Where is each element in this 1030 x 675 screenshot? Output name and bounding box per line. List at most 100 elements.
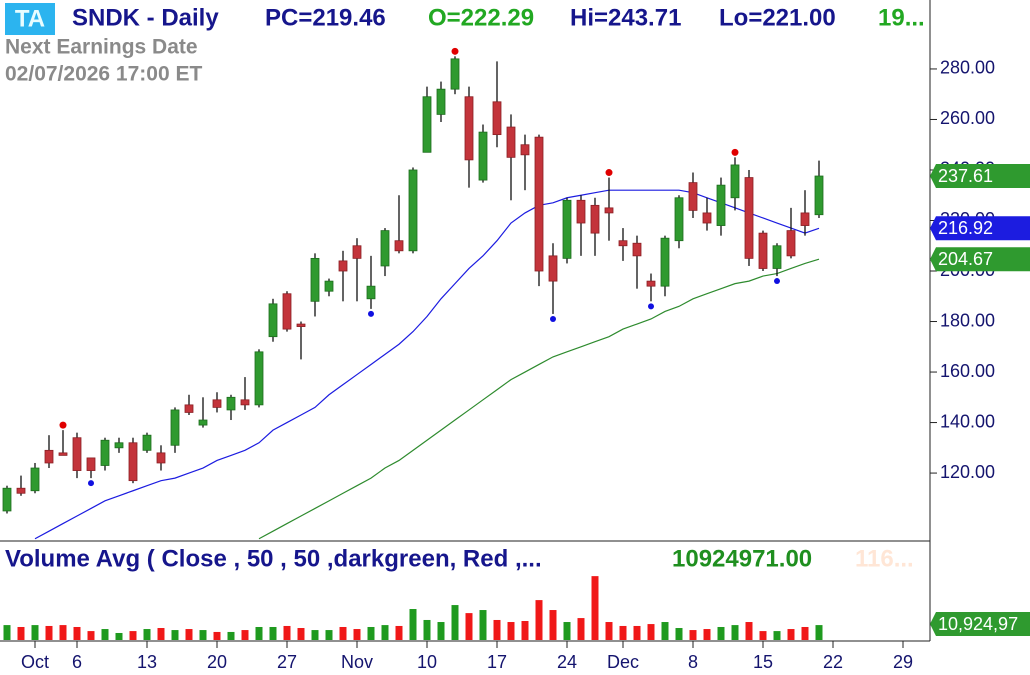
candle-body	[296, 323, 306, 327]
x-tick-label: 13	[137, 652, 157, 672]
candle-body	[226, 396, 236, 411]
candle-body	[16, 487, 26, 494]
y-tick-label: 280.00	[940, 58, 995, 78]
pivot-high	[605, 169, 613, 177]
candle-body	[618, 240, 628, 247]
volume-bar	[437, 622, 445, 640]
volume-bar	[661, 622, 669, 640]
volume-bar	[297, 628, 305, 640]
candle-body	[170, 409, 180, 446]
y-tick-label: 260.00	[940, 108, 995, 128]
y-tick-label: 180.00	[940, 310, 995, 330]
candle-body	[198, 419, 208, 426]
volume-bar	[3, 625, 11, 640]
volume-bar	[409, 609, 417, 640]
candle-body	[492, 101, 502, 136]
volume-bar	[227, 631, 235, 640]
volume-avg: 10924971.00	[672, 545, 812, 572]
pivot-high	[451, 47, 459, 55]
volume-bar	[381, 625, 389, 640]
price-badge	[930, 216, 1030, 241]
candle-body	[660, 237, 670, 287]
volume-bar	[143, 629, 151, 640]
volume-bar	[773, 631, 781, 640]
volume-bar	[787, 629, 795, 640]
candle-body	[548, 255, 558, 282]
x-tick-label: 24	[557, 652, 577, 672]
candle-body	[142, 434, 152, 451]
volume-bar	[619, 625, 627, 640]
candle-body	[688, 182, 698, 211]
y-tick-label: 160.00	[940, 361, 995, 381]
volume-bar	[493, 619, 501, 640]
candle-body	[72, 437, 82, 471]
volume-bar	[479, 610, 487, 640]
volume-bar	[129, 631, 137, 640]
volume-bar	[367, 626, 375, 640]
x-tick-label: 15	[753, 652, 773, 672]
previous-close: PC=219.46	[265, 4, 386, 31]
volume-bar	[325, 630, 333, 640]
x-tick-label: 27	[277, 652, 297, 672]
pivot-low	[550, 315, 556, 322]
volume-bar	[605, 622, 613, 640]
candle-body	[478, 131, 488, 181]
volume-badge	[930, 612, 1030, 637]
earnings-date: 02/07/2026 17:00 ET	[5, 63, 202, 86]
logo: TA	[15, 5, 45, 32]
candle-body	[240, 399, 250, 406]
candle-body	[184, 404, 194, 413]
volume-bar	[255, 626, 263, 640]
x-tick-label: 22	[823, 652, 843, 672]
volume-bar	[801, 626, 809, 640]
candle-body	[632, 242, 642, 257]
volume-title: Volume Avg ( Close , 50 , 50 ,darkgreen,…	[5, 545, 542, 572]
volume-bar	[591, 576, 599, 640]
candle-body	[464, 96, 474, 161]
volume-bar	[717, 626, 725, 640]
volume-bar	[59, 625, 67, 640]
candle-body	[506, 126, 516, 158]
y-tick-label: 120.00	[940, 462, 995, 482]
volume-bar	[549, 610, 557, 640]
x-tick-label: 6	[72, 652, 82, 672]
candle-body	[58, 452, 68, 456]
candle-body	[352, 245, 362, 259]
candle-body	[408, 169, 418, 252]
volume-bar	[689, 630, 697, 640]
volume-bar	[31, 625, 39, 640]
candle-body	[324, 280, 334, 292]
price-badge	[930, 247, 1030, 272]
candle-body	[604, 207, 614, 214]
volume-bar	[745, 622, 753, 640]
pivot-low	[774, 278, 780, 285]
volume-bar	[815, 625, 823, 640]
candle-body	[254, 351, 264, 406]
pivot-low	[88, 480, 94, 487]
candle-body	[520, 144, 530, 156]
candle-body	[156, 452, 166, 464]
volume-bar	[633, 625, 641, 640]
price-badge-label: 216.92	[938, 218, 993, 238]
volume-bar	[87, 631, 95, 640]
price-badge-label: 204.67	[938, 249, 993, 269]
candle-body	[128, 442, 138, 482]
candle-body	[772, 245, 782, 269]
pivot-high	[59, 421, 67, 429]
volume-bar	[115, 632, 123, 640]
candle-body	[534, 136, 544, 272]
candle-body	[450, 58, 460, 90]
high: Hi=243.71	[570, 4, 681, 31]
candle-body	[576, 199, 586, 224]
volume-bar	[171, 630, 179, 640]
volume-bar	[451, 605, 459, 640]
candle-body	[30, 467, 40, 492]
volume-bar	[535, 600, 543, 640]
pivot-low	[368, 310, 374, 317]
volume-bar	[577, 618, 585, 640]
volume-bar	[101, 629, 109, 640]
candle-body	[366, 285, 376, 300]
candle-body	[2, 487, 12, 512]
volume-bar	[213, 631, 221, 640]
candle-body	[800, 212, 810, 226]
